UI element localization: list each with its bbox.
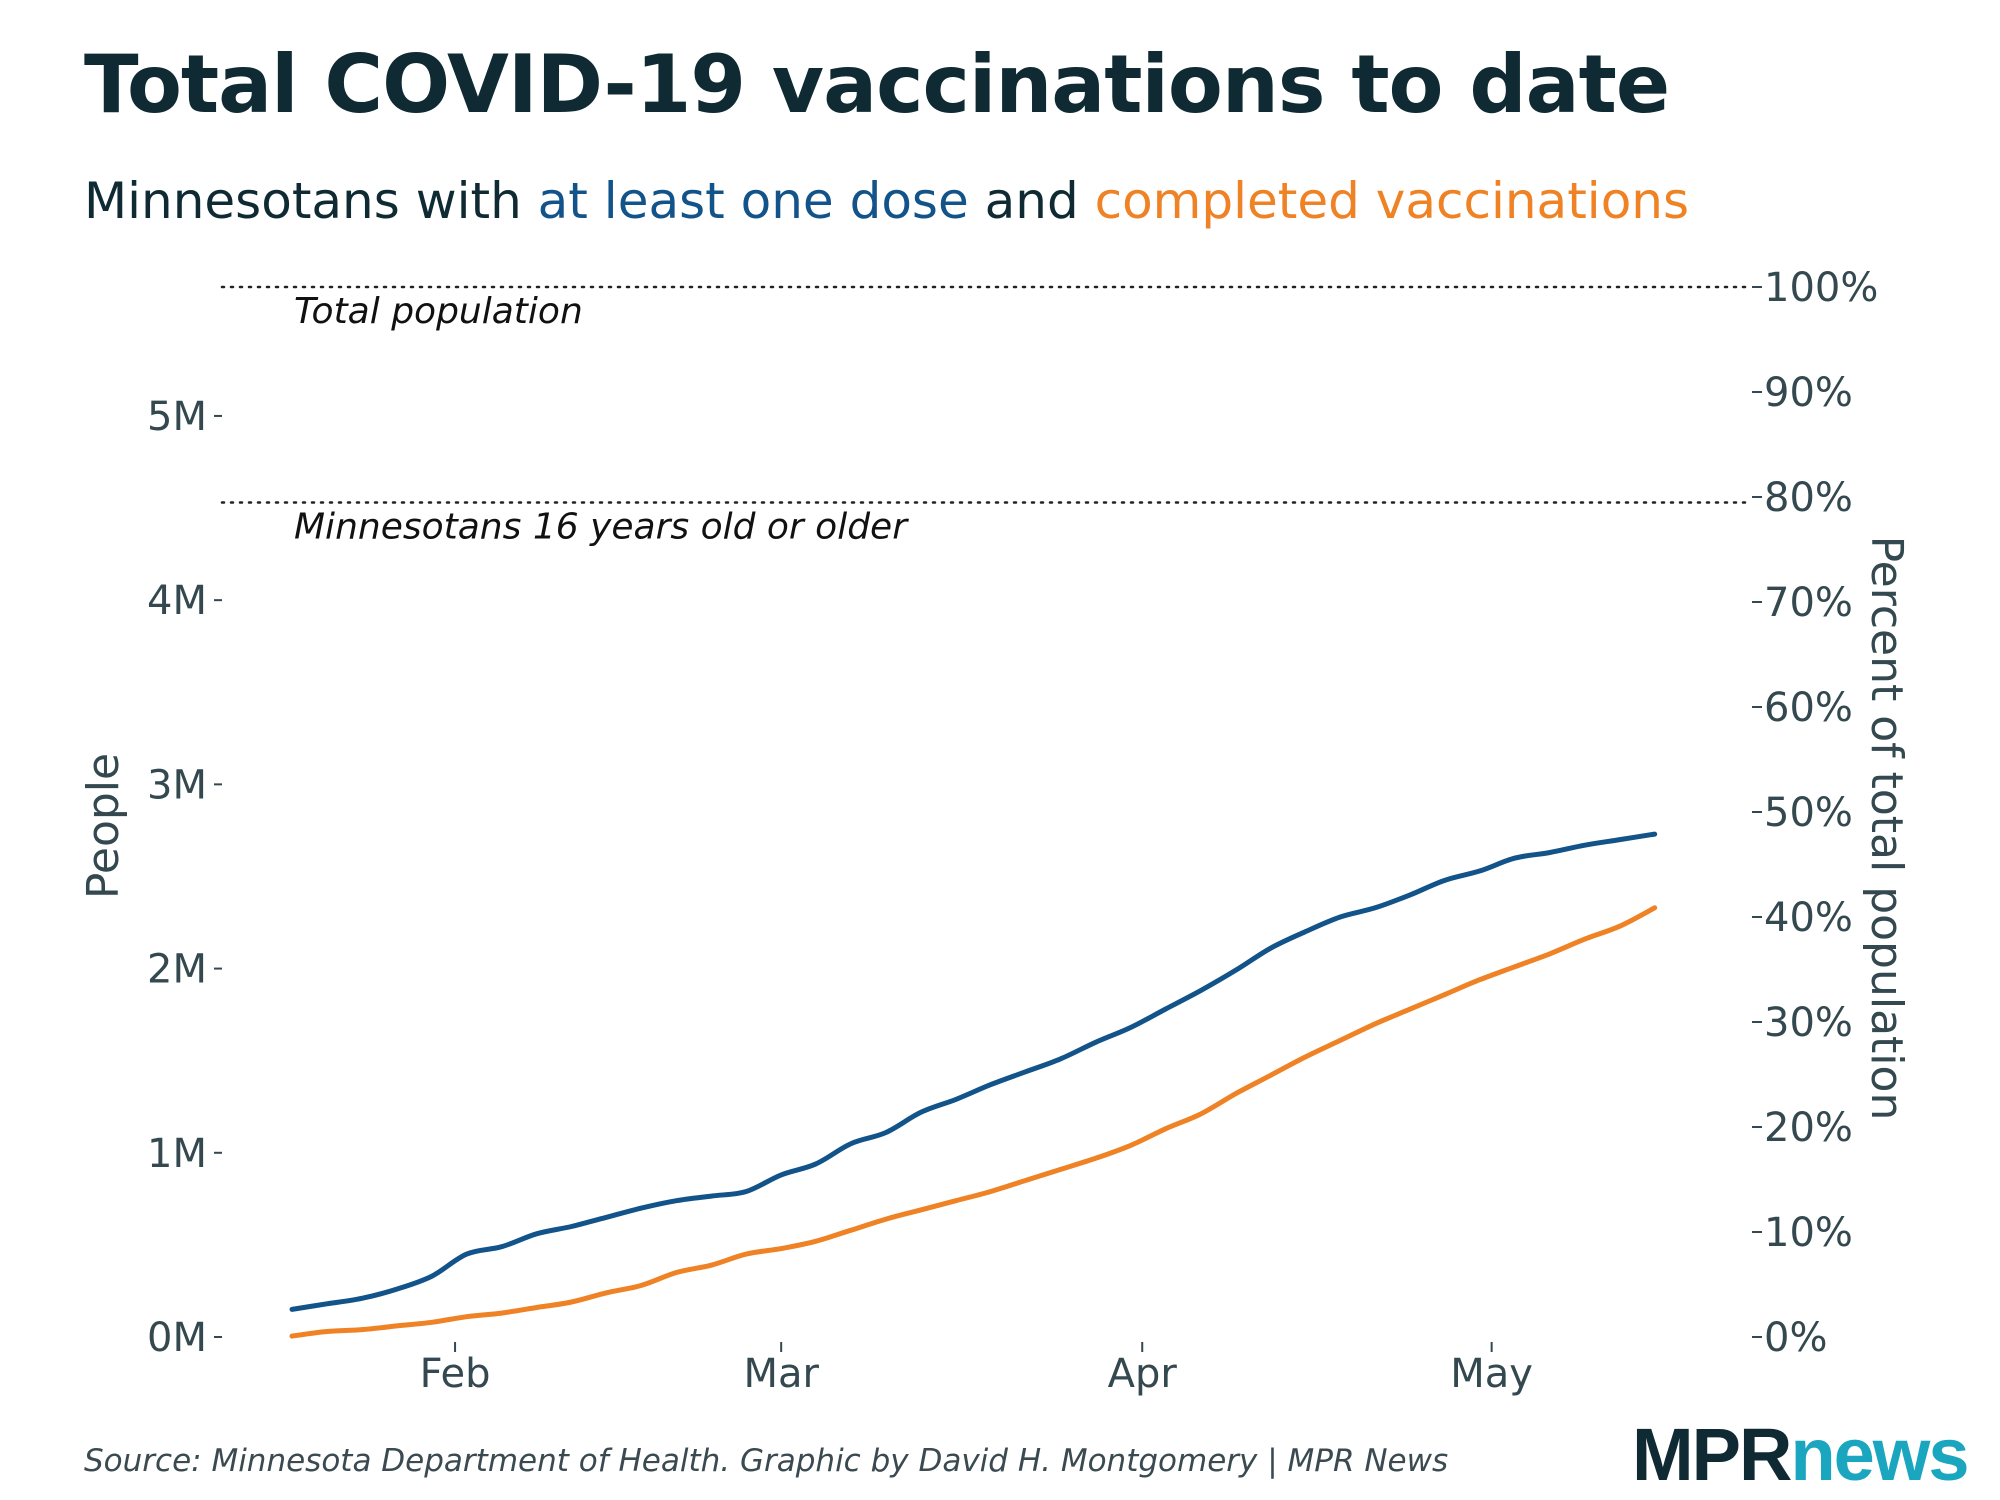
y2-tick-label-10: 100% (1764, 265, 1878, 311)
x-tick-label-2: Apr (1108, 1351, 1178, 1397)
y-tick-label-0: 0M (147, 1315, 207, 1361)
y2-tick-label-2: 20% (1764, 1105, 1853, 1151)
x-tick-label-1: Mar (743, 1351, 819, 1397)
chart-subtitle: Minnesotans with at least one dose and c… (84, 172, 1689, 230)
x-tick-label-3: May (1450, 1351, 1533, 1397)
y-tick-label-5: 5M (147, 394, 207, 440)
y2-tick-label-9: 90% (1764, 370, 1853, 416)
chart-title: Total COVID-19 vaccinations to date (84, 38, 1670, 131)
logo-news: news (1790, 1413, 1969, 1496)
y2-tick-label-7: 70% (1764, 580, 1853, 626)
logo-mpr: MPR (1632, 1413, 1792, 1496)
y2-tick-label-6: 60% (1764, 685, 1853, 731)
y-axis-title: People (78, 753, 129, 899)
y-tick-label-2: 2M (147, 947, 207, 993)
series-line-one_dose (289, 831, 1658, 1312)
y2-tick-label-5: 50% (1764, 790, 1853, 836)
y2-tick-label-0: 0% (1764, 1315, 1827, 1361)
reference-label-0: Total population (294, 291, 583, 332)
source-caption: Source: Minnesota Department of Health. … (84, 1443, 1449, 1479)
y2-tick-label-1: 10% (1764, 1210, 1853, 1256)
y-tick-label-4: 4M (147, 578, 207, 624)
series-line-completed (289, 905, 1658, 1339)
y-tick-label-1: 1M (147, 1131, 207, 1177)
y2-tick-label-4: 40% (1764, 895, 1853, 941)
subtitle-one-dose-legend: at least one dose (537, 172, 969, 230)
subtitle-prefix: Minnesotans with (84, 172, 538, 230)
y-tick-label-3: 3M (147, 762, 207, 808)
y2-tick-label-3: 30% (1764, 1000, 1853, 1046)
reference-label-1: Minnesotans 16 years old or older (294, 507, 909, 548)
x-tick-label-0: Feb (420, 1351, 491, 1397)
subtitle-middle: and (968, 172, 1095, 230)
y2-tick-label-8: 80% (1764, 475, 1853, 521)
subtitle-completed-legend: completed vaccinations (1094, 172, 1690, 230)
y2-axis-title: Percent of total population (1861, 536, 1912, 1121)
mpr-news-logo: MPRnews (1632, 1418, 1970, 1492)
